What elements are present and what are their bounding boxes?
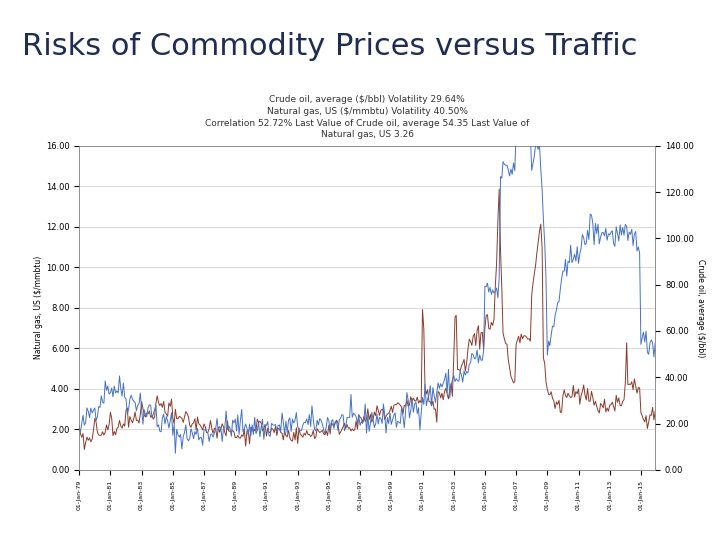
Y-axis label: Natural gas, US ($/mmbtu): Natural gas, US ($/mmbtu)	[34, 256, 43, 360]
Text: Risks of Commodity Prices versus Traffic: Risks of Commodity Prices versus Traffic	[22, 32, 637, 62]
Y-axis label: Crude oil, average ($/bbl): Crude oil, average ($/bbl)	[696, 259, 705, 357]
Title: Crude oil, average ($/bbl) Volatility 29.64%
Natural gas, US ($/mmbtu) Volatilit: Crude oil, average ($/bbl) Volatility 29…	[205, 95, 529, 139]
